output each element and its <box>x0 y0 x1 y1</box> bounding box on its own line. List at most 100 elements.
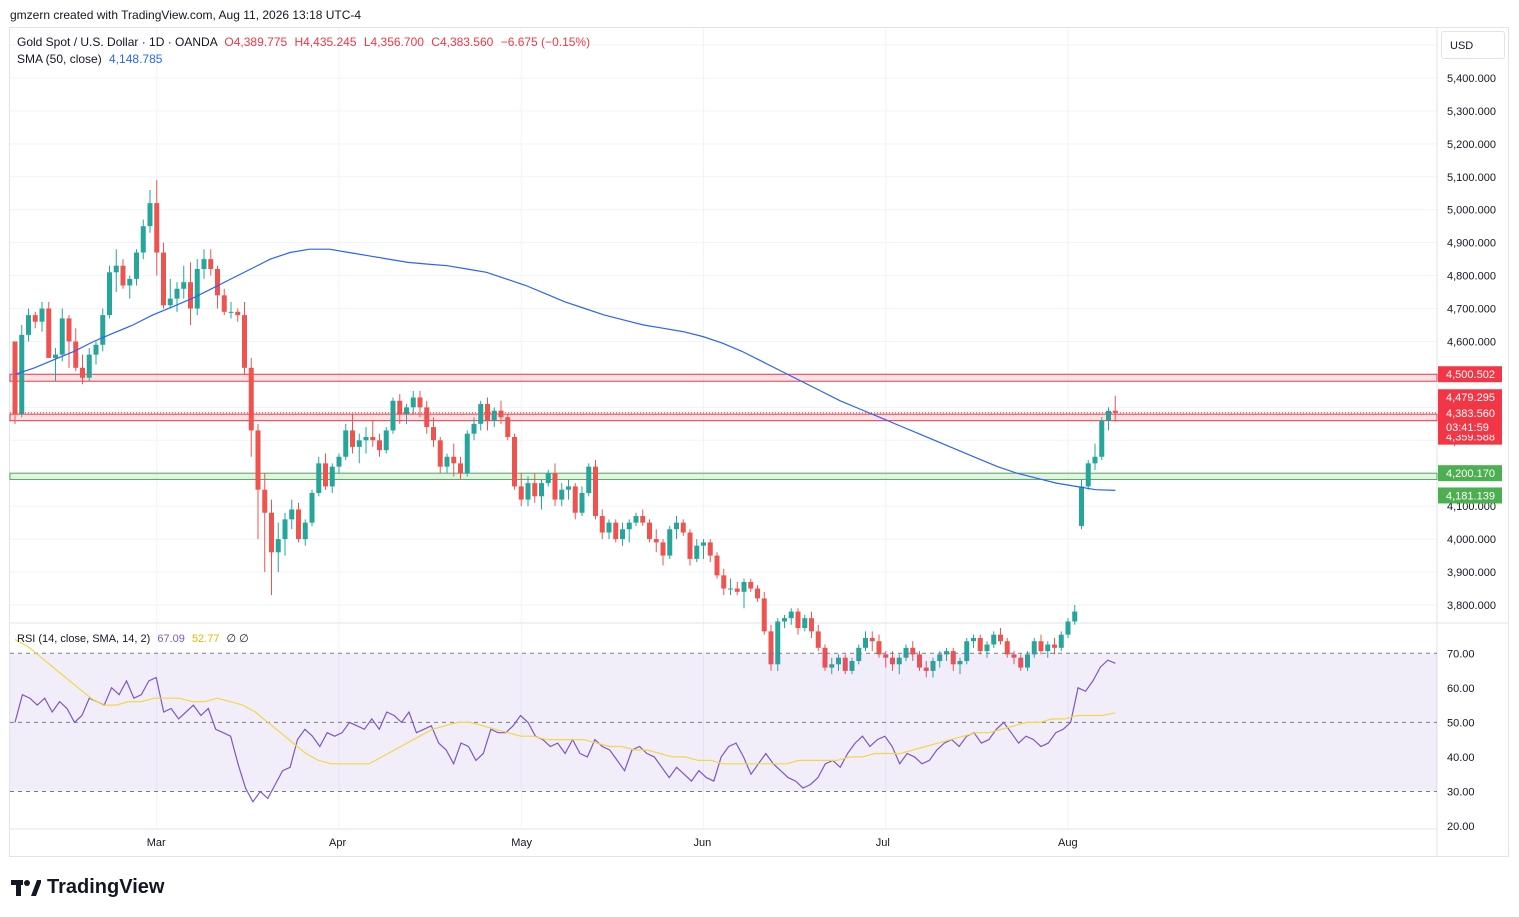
rsi-sma-value: 52.77 <box>191 633 220 645</box>
candle-up <box>863 637 868 648</box>
chart-frame[interactable] <box>9 27 1509 857</box>
candle-up <box>390 400 396 431</box>
candle-up <box>896 657 902 665</box>
candle-up <box>1072 611 1078 622</box>
candle-down <box>977 637 983 652</box>
candle-up <box>194 269 200 309</box>
candle-down <box>876 641 882 655</box>
candle-down <box>498 410 504 418</box>
sma-line <box>14 248 1116 491</box>
candle-up <box>228 311 234 313</box>
candle-up <box>559 489 565 500</box>
rsi-tick-label: 40.00 <box>1447 752 1475 764</box>
candle-down <box>437 440 443 467</box>
candle-down <box>154 203 160 253</box>
candle-up <box>343 430 349 457</box>
rsi-label: RSI (14, close, SMA, 14, 2) <box>17 633 151 645</box>
candle-down <box>370 437 376 441</box>
candle-down <box>296 509 301 540</box>
candle-up <box>620 529 625 540</box>
candle-up <box>701 542 706 546</box>
candle-up <box>674 522 679 530</box>
candle-down <box>512 437 517 487</box>
candle-up <box>579 493 585 513</box>
candle-down <box>653 539 659 543</box>
candle-up <box>201 259 207 269</box>
candle-down <box>248 367 254 431</box>
candle-down <box>755 588 760 599</box>
low-value: L4,356.700 <box>363 35 424 49</box>
candle-up <box>302 522 308 540</box>
candle-down <box>397 400 403 414</box>
resistance-bottom-tag-label: 4,479.295 <box>1446 392 1495 404</box>
candle-down <box>660 542 666 556</box>
candle-down <box>505 417 511 437</box>
sma-value: 4,148.785 <box>109 52 163 66</box>
rsi-extra: ∅ ∅ <box>226 633 249 645</box>
countdown-label: 03:41:59 <box>1446 422 1489 434</box>
rsi-tick-label: 30.00 <box>1447 786 1475 798</box>
candle-up <box>836 657 841 665</box>
resistance-zone <box>9 413 1438 422</box>
candle-down <box>734 588 740 592</box>
candle-up <box>478 404 484 424</box>
resistance-top-tag <box>1438 366 1502 383</box>
candle-up <box>1025 654 1030 668</box>
candle-down <box>1004 641 1010 655</box>
high-value: H4,435.245 <box>294 35 357 49</box>
candle-down <box>12 341 18 414</box>
price-legend: Gold Spot / U.S. Dollar · 1D · OANDA O4,… <box>17 35 590 49</box>
price-tick-label: 4,700.000 <box>1447 304 1496 316</box>
support-top-tag <box>1438 465 1502 482</box>
candle-down <box>323 463 328 487</box>
price-tick-label: 4,600.000 <box>1447 336 1496 348</box>
candle-down <box>208 259 214 269</box>
candle-up <box>728 588 733 590</box>
candle-up <box>984 644 990 652</box>
candle-down <box>890 657 895 665</box>
candle-up <box>39 308 45 322</box>
candle-down <box>417 397 423 408</box>
candle-down <box>32 315 38 322</box>
change-value: −6.675 (−0.15%) <box>500 35 591 49</box>
candle-down <box>552 473 558 500</box>
candle-down <box>1038 641 1044 652</box>
candle-up <box>566 486 571 490</box>
candle-up <box>127 278 133 286</box>
candle-down <box>714 555 720 576</box>
candle-down <box>842 657 848 671</box>
candle-down <box>215 269 220 296</box>
candle-down <box>120 265 126 286</box>
price-tick-label: 5,300.000 <box>1447 106 1496 118</box>
candle-down <box>255 430 261 490</box>
candle-down <box>640 516 646 523</box>
support-bottom-tag-label: 4,181.139 <box>1446 490 1495 502</box>
rsi-tick-label: 60.00 <box>1447 683 1475 695</box>
time-tick-label: Apr <box>329 837 346 849</box>
candle-down <box>451 456 457 464</box>
candle-down <box>221 295 227 312</box>
candle-up <box>100 315 106 345</box>
support-bottom-tag <box>1438 487 1502 504</box>
currency-button[interactable]: USD <box>1441 31 1505 59</box>
candle-down <box>950 651 956 665</box>
candle-down <box>883 654 889 658</box>
candle-up <box>59 318 65 355</box>
candle-down <box>910 647 916 655</box>
candle-down <box>647 522 652 540</box>
rsi-tick-label: 20.00 <box>1447 821 1475 833</box>
support-zone <box>9 472 1438 480</box>
candle-down <box>161 252 166 306</box>
candle-up <box>134 252 139 279</box>
candle-down <box>1018 657 1024 668</box>
tradingview-logo[interactable]: TradingView <box>11 876 164 899</box>
candle-up <box>964 641 970 661</box>
candle-down <box>1011 654 1017 658</box>
candle-up <box>1065 621 1071 635</box>
candle-down <box>869 637 875 642</box>
sma-legend: SMA (50, close) 4,148.785 <box>17 52 162 66</box>
candle-up <box>539 483 544 497</box>
candle-up <box>525 483 531 500</box>
candle-down <box>235 311 241 316</box>
